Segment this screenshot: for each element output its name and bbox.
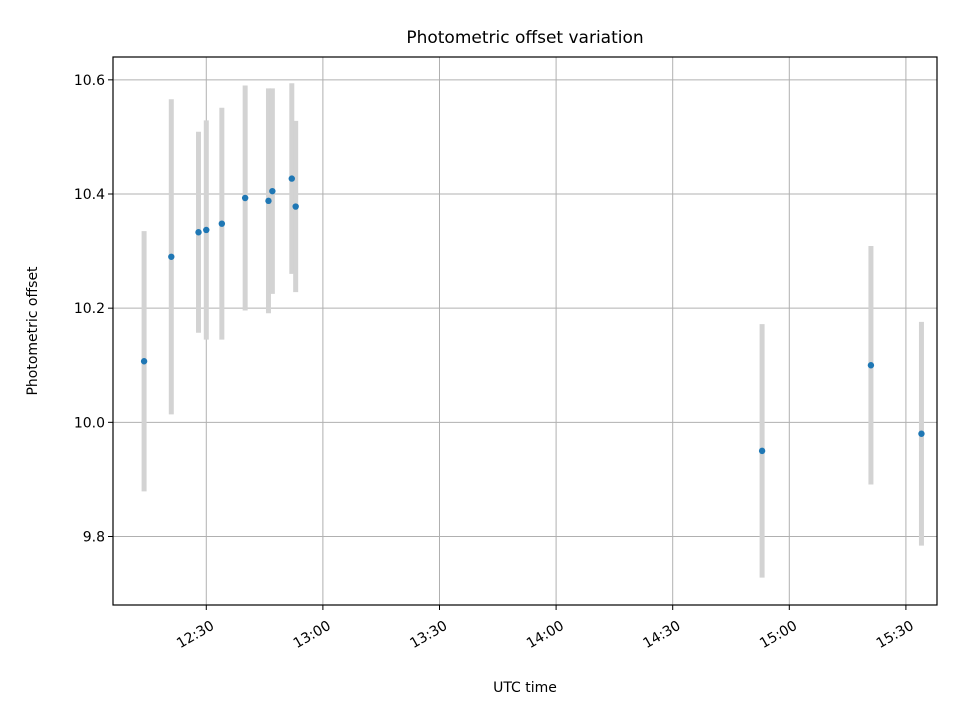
y-axis-label: Photometric offset	[25, 266, 41, 396]
y-tick-label: 10.4	[74, 187, 105, 203]
data-point	[218, 220, 226, 227]
data-point	[269, 187, 276, 195]
data-point	[758, 447, 766, 455]
data-point	[292, 203, 299, 210]
data-point	[265, 197, 272, 205]
y-tick-label: 10.6	[74, 73, 105, 89]
plot-frame	[112, 56, 938, 606]
data-point	[918, 430, 925, 437]
grid	[113, 57, 937, 605]
y-axis: 9.8 10.0 10.2 10.4 10.6	[74, 73, 113, 546]
data-point	[140, 358, 148, 365]
data-points	[140, 175, 925, 455]
data-point	[203, 226, 210, 234]
data-point	[168, 253, 175, 260]
data-point	[241, 194, 249, 202]
y-tick-label: 10.2	[74, 301, 105, 317]
x-axis-label: UTC time	[493, 680, 557, 696]
chart-title: Photometric offset variation	[406, 28, 643, 48]
y-tick-label: 10.0	[74, 415, 105, 431]
data-point	[867, 362, 875, 369]
data-point	[288, 175, 295, 182]
data-point	[195, 229, 202, 236]
y-tick-label: 9.8	[83, 530, 105, 546]
